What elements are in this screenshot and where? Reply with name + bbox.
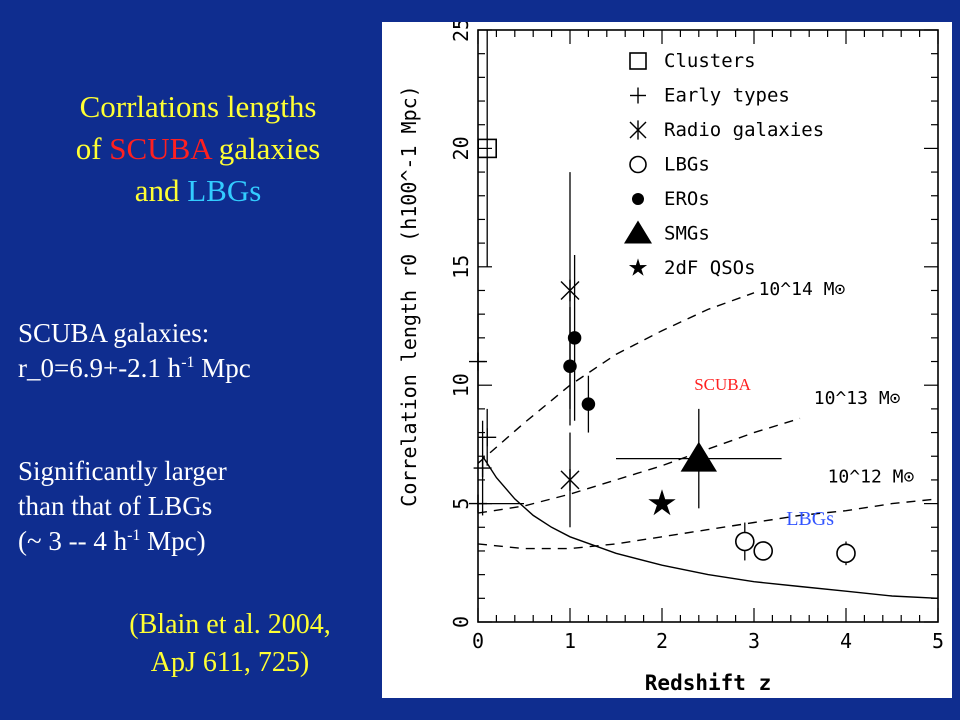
data-point-dot — [563, 307, 577, 426]
r0-prefix: r_0=6.9+-2.1 h — [18, 353, 182, 384]
legend-label: Clusters — [664, 50, 756, 72]
x-tick-label: 3 — [748, 629, 760, 653]
title-text: and — [134, 172, 188, 208]
lbg-range: (~ 3 -- 4 h-1 Mpc) — [18, 524, 227, 559]
y-tick-label: 20 — [449, 136, 473, 160]
r0-unit: Mpc — [194, 353, 251, 384]
y-tick-label: 5 — [449, 498, 473, 510]
lbg-exponent: -1 — [127, 527, 141, 545]
title-text: galaxies — [210, 130, 321, 166]
title-line-2: of SCUBA galaxies — [18, 128, 378, 170]
curve-label: 10^12 M⊙ — [828, 466, 915, 487]
x-tick-label: 1 — [564, 629, 576, 653]
y-tick-label: 10 — [449, 373, 473, 397]
chart-annotation: LBGs — [786, 508, 834, 530]
model-curve — [482, 455, 938, 599]
data-point-asterisk — [560, 432, 580, 528]
halo-mass-curve — [478, 417, 801, 514]
dot-marker — [567, 331, 582, 345]
triangle-marker — [624, 220, 652, 244]
legend-label: Early types — [664, 85, 790, 107]
circle-marker — [753, 541, 774, 561]
legend-label: 2dF QSOs — [664, 257, 756, 279]
y-tick-label: 25 — [449, 22, 473, 42]
dot-marker — [581, 397, 596, 411]
data-point-plus — [473, 420, 492, 516]
legend-item: 2dF QSOs — [628, 257, 756, 279]
legend-label: SMGs — [664, 223, 710, 245]
title-line-3: and LBGs — [18, 170, 378, 212]
x-axis-label: Redshift z — [645, 671, 771, 695]
chart-annotation: SCUBA — [694, 375, 751, 394]
comparison-line: than that of LBGs — [18, 491, 213, 522]
halo-mass-curve — [478, 498, 938, 550]
legend-label: Radio galaxies — [664, 119, 824, 141]
legend-label: LBGs — [664, 154, 710, 176]
slide-title: Corrlations lengths of SCUBA galaxies an… — [18, 86, 378, 212]
dot-marker — [563, 359, 577, 374]
r0-exponent: -1 — [181, 354, 195, 372]
reference-line: ApJ 611, 725) — [150, 646, 310, 678]
y-tick-label: 0 — [449, 616, 473, 628]
lbg-prefix: (~ 3 -- 4 h — [18, 526, 128, 557]
data-point-triangle — [616, 408, 782, 509]
comparison-line: Significantly larger — [18, 456, 227, 486]
data-point-dot — [567, 254, 582, 421]
plot-panel: 0 1 2 3 4 5 0 5 10 15 20 25 Redshift z Correlation le… — [382, 18, 952, 698]
data-point-square — [477, 30, 497, 267]
x-tick-label: 0 — [472, 629, 484, 653]
legend-item: Radio galaxies — [629, 119, 824, 141]
x-tick-label: 4 — [840, 629, 852, 653]
data-point-star — [648, 489, 676, 516]
title-line-1: Corrlations lengths — [18, 86, 378, 128]
title-lbgs: LBGs — [187, 172, 262, 208]
x-tick-label: 5 — [932, 629, 944, 653]
scuba-result: SCUBA galaxies: r_0=6.9+-2.1 h-1 Mpc — [18, 316, 251, 386]
correlation-chart: 0 1 2 3 4 5 0 5 10 15 20 25 Redshift z Correlation le… — [397, 18, 944, 695]
legend-item: Clusters — [629, 50, 756, 72]
y-tick-label: 15 — [449, 255, 473, 279]
title-text: Corrlations lengths — [79, 89, 317, 124]
star-marker — [648, 489, 676, 516]
r0-value: r_0=6.9+-2.1 h-1 Mpc — [18, 351, 251, 386]
data-point-circle — [734, 522, 755, 561]
title-text: of — [75, 130, 110, 166]
legend-item: LBGs — [629, 154, 710, 176]
x-tick-label: 2 — [656, 629, 668, 653]
curve-label: 10^13 M⊙ — [814, 388, 901, 409]
comparison-text: Significantly larger than that of LBGs (… — [18, 454, 227, 559]
dot-marker — [632, 193, 644, 205]
data-point-plus — [469, 494, 524, 513]
circle-marker — [629, 155, 647, 174]
data-point-plus — [478, 408, 497, 466]
data-point-dot — [581, 375, 596, 433]
scuba-label: SCUBA galaxies: — [18, 318, 210, 348]
data-point-circle — [836, 541, 856, 566]
y-axis-label: Correlation length r0 (h100^-1 Mpc) — [397, 85, 421, 506]
star-marker — [628, 258, 648, 276]
legend-item: Early types — [630, 85, 790, 107]
curve-label: 10^14 M⊙ — [759, 279, 846, 300]
lbg-unit: Mpc) — [140, 526, 206, 557]
title-scuba: SCUBA — [109, 130, 211, 166]
halo-mass-curve — [478, 292, 755, 464]
triangle-marker — [680, 441, 717, 472]
legend-item: SMGs — [624, 220, 710, 245]
circle-marker — [836, 543, 856, 564]
legend-item: EROs — [632, 188, 710, 210]
legend-label: EROs — [664, 188, 710, 210]
reference: (Blain et al. 2004, ApJ 611, 725) — [70, 606, 390, 682]
circle-marker — [734, 531, 755, 552]
data-point-plus — [469, 314, 487, 409]
data-point-circle — [753, 541, 774, 561]
square-marker — [629, 52, 647, 70]
legend: Clusters Early types Radio galaxies LBGs ERO… — [624, 50, 824, 279]
square-marker — [477, 138, 497, 159]
reference-line: (Blain et al. 2004, — [129, 609, 331, 640]
